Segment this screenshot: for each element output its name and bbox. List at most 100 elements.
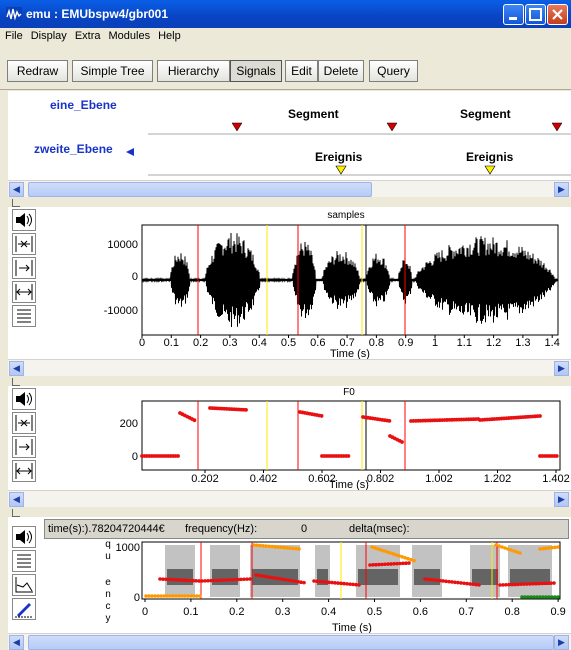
x-tick-label: 0.8 xyxy=(369,337,384,349)
f0-point xyxy=(319,414,324,418)
f0-point xyxy=(538,414,542,418)
waveform-plot[interactable]: samples 10000 0 -10000 0 0.1 0.2 0.3 0.4 0.5 0… xyxy=(60,207,571,359)
speaker-icon[interactable] xyxy=(12,388,36,410)
formant-point xyxy=(254,573,258,577)
formant-point xyxy=(522,582,526,586)
splitter[interactable] xyxy=(8,376,571,388)
x-tick-label: 0.5 xyxy=(281,337,296,349)
formant-point xyxy=(383,562,387,567)
list-icon[interactable] xyxy=(12,305,36,327)
event-marker[interactable] xyxy=(484,165,496,175)
menu-file[interactable]: File xyxy=(5,30,23,42)
scroll-left-arrow-icon[interactable]: ◀ xyxy=(9,361,24,376)
zoom-in-icon[interactable] xyxy=(12,233,36,255)
x-tick-label: 0.1 xyxy=(183,606,198,618)
x-axis-label: Time (s) xyxy=(332,622,372,633)
spectrogram-block xyxy=(317,569,328,585)
spectrogram-block xyxy=(414,569,440,585)
menu-help[interactable]: Help xyxy=(158,30,181,42)
x-tick-label: 1.2 xyxy=(486,337,501,349)
event-label[interactable]: Ereignis xyxy=(315,150,363,164)
scroll-right-arrow-icon[interactable]: ▶ xyxy=(554,492,569,507)
formant-point xyxy=(197,579,201,583)
splitter[interactable] xyxy=(8,197,571,209)
zoom-out-icon[interactable] xyxy=(12,257,36,279)
segment-boundary-marker[interactable] xyxy=(386,122,398,132)
formant-point xyxy=(465,581,469,586)
formant-point xyxy=(164,577,168,582)
x-tick-label: 1.402 xyxy=(542,473,570,485)
segment-boundary-marker[interactable] xyxy=(231,122,243,132)
formant-point xyxy=(510,582,514,587)
formant-point xyxy=(170,577,174,582)
formant-point xyxy=(385,550,389,554)
formant-point xyxy=(386,562,390,566)
scroll-thumb[interactable] xyxy=(28,182,372,197)
fit-width-icon[interactable] xyxy=(12,460,36,482)
x-tick-label: 1.1 xyxy=(457,337,472,349)
x-tick-label: 1.002 xyxy=(425,473,453,485)
scroll-left-arrow-icon[interactable]: ◀ xyxy=(9,182,24,197)
formant-point xyxy=(354,582,358,587)
formant-point xyxy=(526,595,530,599)
waveform-scrollbar[interactable]: ◀ ▶ xyxy=(8,359,571,376)
scroll-right-arrow-icon[interactable]: ▶ xyxy=(554,361,569,376)
splitter[interactable] xyxy=(8,507,571,519)
edit-button[interactable]: Edit xyxy=(285,60,318,82)
signals-button[interactable]: Signals xyxy=(230,60,282,82)
segment-label[interactable]: Segment xyxy=(460,107,511,121)
scroll-right-arrow-icon[interactable]: ▶ xyxy=(554,182,569,197)
menu-display[interactable]: Display xyxy=(30,30,67,42)
close-button[interactable] xyxy=(547,4,568,25)
fit-width-icon[interactable] xyxy=(12,281,36,303)
segment-boundary-marker[interactable] xyxy=(551,122,563,132)
f0-scrollbar[interactable]: ◀ ▶ xyxy=(8,490,571,507)
maximize-button[interactable] xyxy=(525,4,546,25)
event-marker[interactable] xyxy=(335,165,347,175)
pen-icon[interactable] xyxy=(12,598,36,620)
scroll-right-arrow-icon[interactable]: ▶ xyxy=(554,635,569,650)
formant-point xyxy=(377,562,381,567)
menu-extra[interactable]: Extra xyxy=(74,30,101,42)
list-icon[interactable] xyxy=(12,550,36,572)
zoom-out-icon[interactable] xyxy=(12,436,36,458)
delta-readout: delta(msec): xyxy=(349,523,410,535)
x-tick-label: 0.9 xyxy=(398,337,413,349)
scroll-left-arrow-icon[interactable]: ◀ xyxy=(9,635,24,650)
formant-point xyxy=(287,578,291,583)
formant-point xyxy=(162,594,166,598)
formant-point xyxy=(537,581,541,586)
y-axis-label-letter: q xyxy=(105,539,111,550)
event-label[interactable]: Ereignis xyxy=(466,150,514,164)
tier-name-eine-ebene[interactable]: eine_Ebene xyxy=(50,98,117,112)
segment-label[interactable]: Segment xyxy=(288,107,339,121)
tier-name-zweite-ebene[interactable]: zweite_Ebene xyxy=(34,142,113,156)
tier-arrow-icon[interactable] xyxy=(126,148,134,156)
delete-button[interactable]: Delete xyxy=(318,60,364,82)
zoom-in-icon[interactable] xyxy=(12,412,36,434)
spectrogram-block xyxy=(358,569,398,585)
spectrogram-plot[interactable]: q u e n c y 1000 0 0 0.1 0.2 0.3 0.4 0.5 0.6 0.… xyxy=(60,539,571,633)
formant-point xyxy=(544,546,548,551)
speaker-icon[interactable] xyxy=(12,526,36,548)
spectrogram-scrollbar[interactable]: ◀ ▶ xyxy=(8,633,571,650)
scroll-thumb[interactable] xyxy=(28,635,554,650)
formant-point xyxy=(185,578,189,583)
query-button[interactable]: Query xyxy=(369,60,418,82)
formant-point xyxy=(532,595,536,599)
hierarchy-panel: eine_Ebene Segment Segment zweite_Ebene … xyxy=(8,91,571,180)
scroll-left-arrow-icon[interactable]: ◀ xyxy=(9,492,24,507)
formant-point xyxy=(180,594,184,598)
formant-point xyxy=(227,578,231,582)
hierarchy-scrollbar[interactable]: ◀ ▶ xyxy=(8,180,571,197)
speaker-icon[interactable] xyxy=(12,209,36,231)
formant-point xyxy=(423,577,427,581)
redraw-button[interactable]: Redraw xyxy=(7,60,68,82)
simple-tree-button[interactable]: Simple Tree xyxy=(72,60,153,82)
hierarchy-button[interactable]: Hierarchy xyxy=(157,60,230,82)
menu-modules[interactable]: Modules xyxy=(108,30,151,42)
graph-icon[interactable] xyxy=(12,574,36,596)
minimize-button[interactable] xyxy=(503,4,524,25)
frequency-readout: frequency(Hz): xyxy=(185,523,258,535)
f0-plot[interactable]: F0 200 0 0.202 0.402 0.602 0.802 1.002 1.202 1… xyxy=(60,386,571,490)
